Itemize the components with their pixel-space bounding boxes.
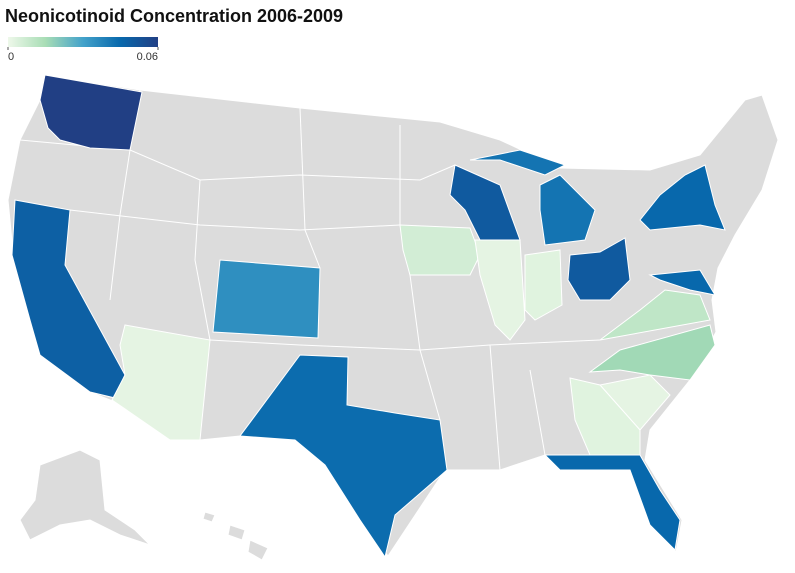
state-region (11, 199, 126, 399)
state-border (194, 179, 211, 341)
state-region (212, 259, 321, 339)
state-region (599, 289, 711, 341)
hawaii (247, 539, 269, 561)
colorbar (8, 37, 158, 47)
state-region (474, 239, 526, 341)
state-region (399, 224, 481, 276)
state-region (567, 237, 631, 301)
state-region (469, 149, 567, 176)
state-region (239, 354, 448, 559)
state-region (524, 249, 563, 321)
state-region (639, 164, 726, 231)
colorbar-tick-label: 0 (8, 51, 14, 63)
colorbar-tick-label: 0.06 (137, 51, 158, 63)
state-region (539, 174, 596, 246)
map-title: Neonicotinoid Concentration 2006-2009 (5, 6, 343, 26)
state-border (69, 209, 401, 231)
hawaii (202, 511, 216, 523)
state-region (39, 74, 143, 151)
state-border (529, 369, 546, 456)
state-region (648, 269, 717, 296)
state-region (588, 324, 716, 381)
states (11, 74, 726, 559)
state-border (489, 344, 501, 471)
hawaii (227, 524, 246, 541)
alaska (19, 449, 151, 546)
state-region (543, 454, 681, 552)
state-region (111, 324, 211, 441)
state-border (299, 107, 321, 269)
